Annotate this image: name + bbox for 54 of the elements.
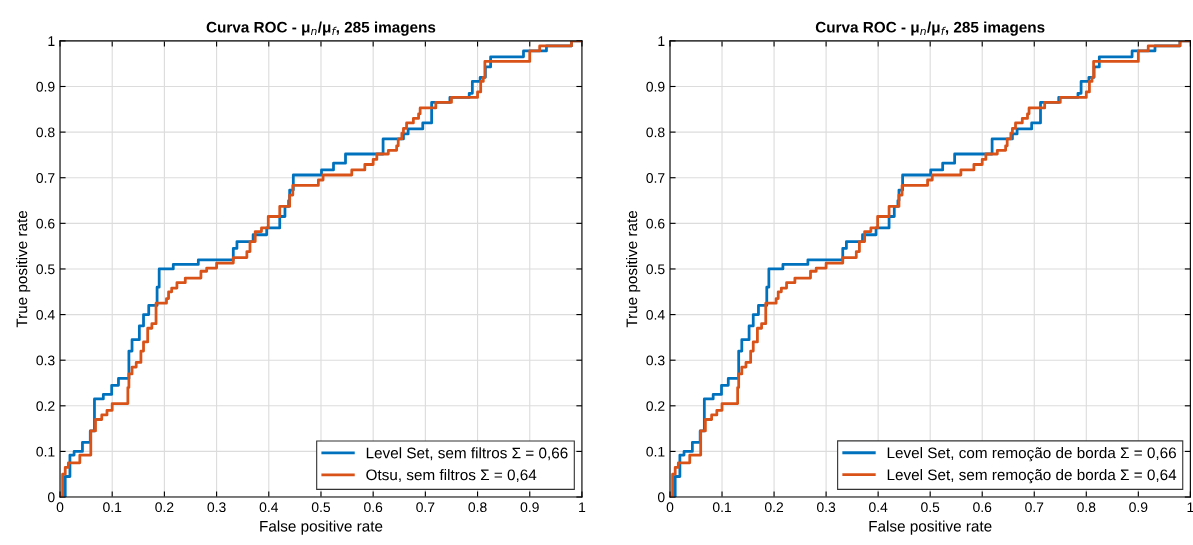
x-tick-label: 0.8 bbox=[1077, 502, 1096, 513]
y-tick-label: 0.8 bbox=[36, 127, 55, 138]
x-tick-label: 1 bbox=[579, 502, 586, 512]
x-tick-label: 0.7 bbox=[1025, 502, 1044, 513]
y-tick-label: 0 bbox=[47, 492, 55, 503]
legend-label: Otsu, sem filtros Σ = 0,64 bbox=[366, 469, 537, 483]
chart-title: Curva ROC - μ$_{n}$/μ$_{f}$, 285 imagens bbox=[206, 21, 436, 36]
y-tick-label: 0.6 bbox=[646, 218, 665, 229]
x-tick-label: 0.2 bbox=[764, 502, 784, 513]
y-axis-title: True positive rate bbox=[626, 210, 641, 328]
y-tick-label: 0.3 bbox=[36, 355, 55, 366]
legend-label: Level Set, com remoção de borda Σ = 0,66 bbox=[887, 447, 1176, 462]
y-tick-label: 0.6 bbox=[36, 218, 55, 229]
y-tick-label: 0.7 bbox=[646, 173, 665, 183]
y-tick-label: 0.5 bbox=[36, 264, 55, 275]
x-tick-label: 0.9 bbox=[1129, 502, 1148, 513]
y-tick-label: 0.9 bbox=[36, 81, 55, 92]
x-tick-label: 0.1 bbox=[712, 502, 731, 513]
x-tick-label: 0.2 bbox=[155, 502, 174, 513]
y-tick-label: 0.8 bbox=[646, 127, 665, 138]
x-tick-label: 0.9 bbox=[520, 502, 539, 513]
x-tick-label: 0.6 bbox=[364, 502, 383, 513]
x-tick-label: 0.7 bbox=[416, 502, 435, 513]
y-tick-label: 0.2 bbox=[36, 401, 55, 411]
y-axis-title: True positive rate bbox=[16, 210, 31, 328]
x-tick-label: 0.5 bbox=[311, 502, 331, 513]
y-tick-label: 0.9 bbox=[646, 81, 665, 92]
y-tick-label: 0 bbox=[657, 492, 665, 503]
x-axis-title: False positive rate bbox=[260, 520, 383, 535]
x-tick-label: 0.4 bbox=[259, 502, 279, 513]
x-tick-label: 0.8 bbox=[468, 502, 487, 513]
x-tick-label: 0 bbox=[56, 502, 64, 513]
y-tick-label: 0.3 bbox=[646, 355, 665, 366]
y-tick-label: 0.1 bbox=[646, 446, 665, 457]
x-tick-label: 0 bbox=[666, 502, 674, 513]
y-tick-label: 0.5 bbox=[646, 264, 665, 275]
x-tick-label: 1 bbox=[1187, 502, 1193, 512]
y-tick-label: 1 bbox=[48, 36, 55, 46]
x-tick-label: 0.3 bbox=[816, 502, 836, 513]
chart-title: Curva ROC - μ$_{n}$/μ$_{f}$, 285 imagens bbox=[815, 21, 1045, 36]
x-tick-label: 0.5 bbox=[921, 502, 940, 513]
y-tick-label: 0.4 bbox=[36, 309, 55, 320]
y-tick-label: 1 bbox=[658, 36, 665, 46]
x-tick-label: 0.1 bbox=[103, 502, 122, 513]
x-tick-label: 0.4 bbox=[869, 502, 888, 513]
x-axis-title: False positive rate bbox=[869, 520, 992, 535]
x-tick-label: 0.6 bbox=[973, 502, 992, 513]
y-tick-label: 0.4 bbox=[646, 309, 665, 320]
legend-label: Level Set, sem remoção de borda Σ = 0,64 bbox=[887, 468, 1177, 484]
legend-label: Level Set, sem filtros Σ = 0,66 bbox=[366, 447, 568, 461]
y-tick-label: 0.2 bbox=[646, 401, 665, 411]
y-tick-label: 0.1 bbox=[36, 446, 55, 457]
x-tick-label: 0.3 bbox=[207, 502, 226, 513]
y-tick-label: 0.7 bbox=[36, 173, 55, 183]
